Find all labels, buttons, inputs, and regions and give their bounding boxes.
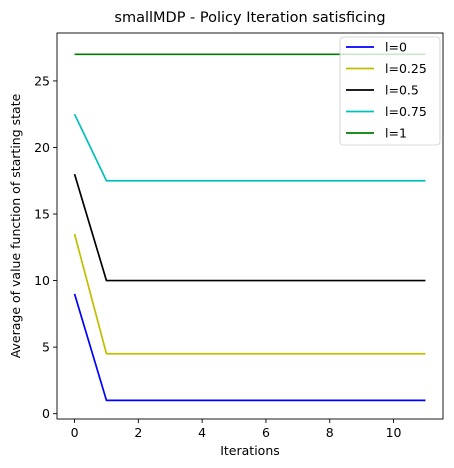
series-line-3	[73, 113, 426, 182]
y-tick-label: 5	[42, 340, 50, 355]
series-line-0	[73, 293, 426, 402]
y-tick-label: 0	[42, 406, 50, 421]
legend: l=0 l=0.25 l=0.5 l=0.75 l=1	[339, 36, 441, 146]
legend-label-3: l=0.75	[385, 104, 427, 119]
legend-label-1: l=0.25	[385, 61, 427, 76]
x-tick-label: 6	[262, 425, 270, 440]
x-tick-label: 2	[134, 425, 142, 440]
x-tick-label: 0	[71, 425, 79, 440]
x-axis-ticks: 0 2 4 6 8 10	[71, 419, 402, 440]
y-axis-ticks: 0 5 10 15 20 25	[34, 73, 57, 421]
y-tick-label: 20	[34, 140, 50, 155]
legend-label-4: l=1	[385, 126, 407, 141]
series-line-1	[73, 233, 426, 355]
plot-series	[73, 53, 426, 402]
plot-frame	[56, 32, 444, 420]
legend-label-0: l=0	[385, 40, 407, 55]
y-tick-label: 15	[34, 207, 50, 222]
x-tick-label: 10	[386, 425, 402, 440]
chart-title: smallMDP - Policy Iteration satisficing	[114, 10, 385, 26]
y-axis-label: Average of value function of starting st…	[8, 93, 23, 358]
x-tick-label: 8	[326, 425, 334, 440]
y-tick-label: 10	[34, 273, 50, 288]
series-line-2	[73, 173, 426, 282]
y-tick-label: 25	[34, 73, 50, 88]
x-tick-label: 4	[198, 425, 206, 440]
x-axis-label: Iterations	[220, 443, 280, 458]
legend-label-2: l=0.5	[385, 83, 419, 98]
legend-box	[339, 36, 441, 146]
